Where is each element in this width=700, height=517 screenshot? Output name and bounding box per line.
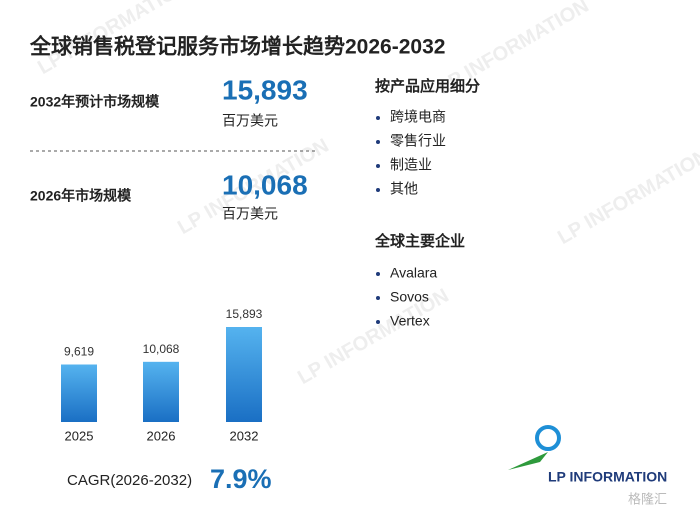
x-tick-label: 2026 [147, 428, 176, 443]
stat-value: 10,068 [222, 169, 308, 200]
bar-value-label: 9,619 [64, 345, 94, 359]
bar [226, 327, 262, 422]
bar [61, 364, 97, 422]
stat-value: 15,893 [222, 74, 308, 105]
stat-label: 2026年市场规模 [30, 188, 132, 204]
list-item: 制造业 [390, 157, 432, 173]
bullet [376, 320, 380, 324]
list-item: 零售行业 [390, 133, 446, 149]
logo-swoosh [508, 452, 548, 470]
stat-unit: 百万美元 [222, 206, 278, 222]
bar [143, 361, 179, 422]
bar-chart: 9,619 2025 10,068 2026 15,893 2032 [61, 307, 263, 443]
title: 全球销售税登记服务市场增长趋势2026-2032 [29, 35, 445, 59]
cagr-value: 7.9% [210, 464, 272, 494]
list-item: Vertex [390, 313, 430, 329]
logo-ring [535, 425, 561, 451]
bar-value-label: 10,068 [143, 342, 180, 356]
bar-value-label: 15,893 [226, 307, 263, 321]
x-tick-label: 2032 [230, 428, 259, 443]
logo: LP INFORMATION [508, 425, 667, 485]
watermark: LP INFORMATION [554, 145, 700, 249]
stat-unit: 百万美元 [222, 113, 278, 129]
segments-heading: 按产品应用细分 [375, 77, 480, 95]
cagr-label: CAGR(2026-2032) [67, 472, 192, 489]
list-item: 其他 [390, 181, 418, 197]
bullet [376, 296, 380, 300]
logo-text: LP INFORMATION [548, 469, 667, 485]
company-list: Avalara Sovos Vertex [376, 265, 437, 329]
x-tick-label: 2025 [65, 428, 94, 443]
bullet [376, 272, 380, 276]
bullet [376, 140, 380, 144]
bullet [376, 116, 380, 120]
watermark-text: 格隆汇 [628, 491, 667, 506]
bullet [376, 188, 380, 192]
bullet [376, 164, 380, 168]
list-item: Avalara [390, 265, 437, 281]
stat-label: 2032年预计市场规模 [30, 94, 160, 110]
list-item: Sovos [390, 289, 429, 305]
list-item: 跨境电商 [390, 109, 446, 125]
companies-heading: 全球主要企业 [374, 232, 465, 250]
